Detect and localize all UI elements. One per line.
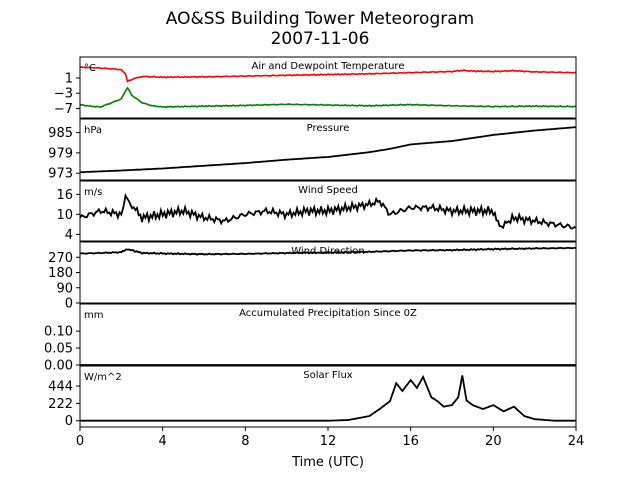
chart-title-line1: AO&SS Building Tower Meteorogram bbox=[166, 9, 474, 29]
panel-4-unit: mm bbox=[84, 310, 103, 321]
panel-3-title: Wind Direction bbox=[291, 246, 365, 257]
panel-1-unit: hPa bbox=[84, 125, 102, 136]
panel-2-ytick-label-1: 10 bbox=[56, 208, 73, 223]
panel-1-series-0 bbox=[79, 126, 577, 174]
panel-0-unit: °C bbox=[84, 63, 96, 74]
panel-0-series-1 bbox=[79, 86, 577, 109]
panel-3-ytick-label-0: 270 bbox=[48, 251, 73, 266]
panel-4-frame bbox=[79, 303, 577, 366]
panel-0-ytick-label-0: 1 bbox=[65, 71, 73, 86]
panel-5-series-0 bbox=[80, 374, 576, 422]
panel-2-unit: m/s bbox=[84, 187, 102, 198]
panel-2-series-0 bbox=[79, 192, 577, 230]
panel-1-frame bbox=[79, 118, 577, 181]
x-tick-label-6: 24 bbox=[568, 434, 585, 449]
panel-3-series-0 bbox=[79, 246, 576, 256]
panel-2-ytick-label-2: 4 bbox=[65, 228, 73, 243]
panel-4-title: Accumulated Precipitation Since 0Z bbox=[239, 308, 417, 319]
x-axis-label: Time (UTC) bbox=[291, 455, 364, 470]
x-tick-label-0: 0 bbox=[76, 434, 84, 449]
panel-0-frame bbox=[79, 56, 577, 119]
panel-2-frame bbox=[79, 180, 577, 242]
panel-3-ytick-label-1: 180 bbox=[48, 266, 73, 281]
panel-5-ytick-label-0: 444 bbox=[48, 380, 73, 395]
x-tick-label-4: 16 bbox=[402, 434, 419, 449]
panel-5-unit: W/m^2 bbox=[84, 372, 122, 383]
panel-4-ytick-label-2: 0.00 bbox=[44, 359, 73, 374]
x-tick-label-3: 12 bbox=[320, 434, 337, 449]
panel-5-ytick-label-2: 0 bbox=[65, 414, 73, 429]
panel-0-ytick-label-1: −3 bbox=[54, 87, 73, 102]
panel-0-title: Air and Dewpoint Temperature bbox=[252, 61, 405, 72]
panel-1-ytick-label-2: 973 bbox=[48, 167, 73, 182]
panel-2-ytick-label-0: 16 bbox=[56, 188, 73, 203]
x-tick-label-5: 20 bbox=[485, 434, 502, 449]
panel-4-ytick-label-0: 0.10 bbox=[44, 325, 73, 340]
x-tick-label-2: 8 bbox=[241, 434, 249, 449]
panel-5-title: Solar Flux bbox=[303, 370, 353, 381]
panel-2-title: Wind Speed bbox=[298, 185, 358, 196]
panel-1-ytick-label-0: 985 bbox=[48, 126, 73, 141]
panel-4-ytick-label-1: 0.05 bbox=[44, 342, 73, 357]
panel-3-ytick-label-3: 0 bbox=[65, 297, 73, 312]
panel-1-title: Pressure bbox=[307, 123, 350, 134]
x-tick-label-1: 4 bbox=[159, 434, 167, 449]
chart-title-line2: 2007-11-06 bbox=[271, 29, 370, 49]
panel-3-ytick-label-2: 90 bbox=[56, 281, 73, 296]
panel-0-series-0 bbox=[79, 66, 576, 83]
panel-5-ytick-label-1: 222 bbox=[48, 397, 73, 412]
panel-0-ytick-label-2: −7 bbox=[54, 102, 73, 117]
panel-1-ytick-label-1: 979 bbox=[48, 146, 73, 161]
